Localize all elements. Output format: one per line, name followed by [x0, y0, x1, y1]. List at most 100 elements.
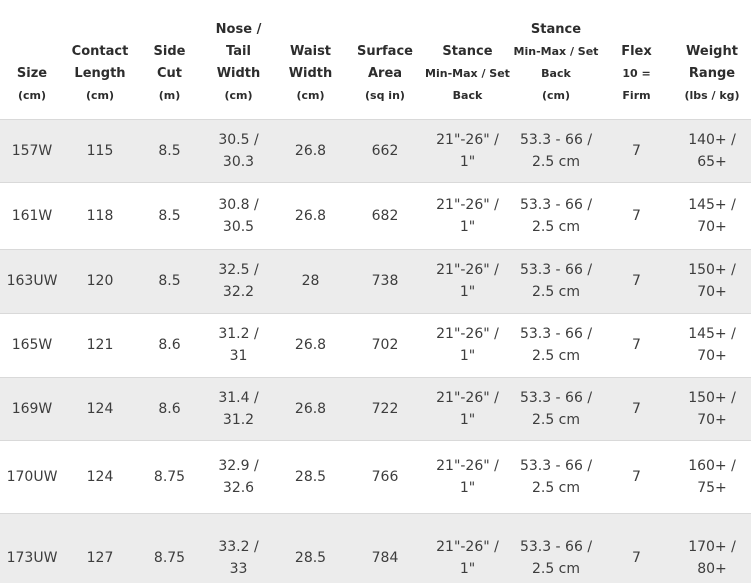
header-row: Size (cm) Contact Length (cm) Side Cut (m) Nose …	[0, 0, 751, 119]
cell-waist-width: 28.5	[294, 550, 327, 567]
cell-size: 165W	[11, 337, 53, 353]
cell-nose-tail-width: 30.5 / 30.3	[218, 131, 259, 170]
cell-nose-tail-width: 32.9 / 32.6	[218, 457, 259, 496]
table-row-169w: 169W 124 8.6 31.4 / 31.2 26.8 722 21"-26" / 1"…	[0, 377, 751, 440]
column-header-nose-tail-width: Nose / Tail Width (cm)	[203, 0, 274, 119]
column-header-size: Size (cm)	[0, 0, 64, 119]
header-line: Flex	[621, 43, 652, 59]
cell-flex: 7	[632, 400, 641, 417]
header-line: Stance	[442, 43, 493, 59]
cell-nose-tail-width: 32.5 / 32.2	[218, 262, 259, 300]
header-line: Side	[153, 43, 186, 59]
header-line: Cut	[156, 65, 182, 81]
header-line: (sq in)	[365, 88, 405, 102]
cell-contact-length: 121	[86, 337, 114, 353]
table-row-163uw: 163UW 120 8.5 32.5 / 32.2 28 738 21"-26" / 1" 5…	[0, 249, 751, 313]
header-line: Firm	[622, 88, 651, 102]
header-line: Width	[216, 65, 261, 81]
table-row-161w: 161W 118 8.5 30.8 / 30.5 26.8 682 21"-26" / 1"…	[0, 182, 751, 249]
cell-stance-in: 21"-26" / 1"	[436, 131, 499, 170]
header-line: Surface	[357, 43, 413, 59]
cell-stance-cm: 53.3 - 66 / 2.5 cm	[519, 326, 593, 364]
header-line: 10 =	[622, 66, 651, 80]
table-row-173uw: 173UW 127 8.75 33.2 / 33 28.5 784 21"-26" / 1"…	[0, 513, 751, 583]
cell-stance-in: 21"-26" / 1"	[436, 196, 499, 235]
cell-stance-in: 21"-26" / 1"	[436, 389, 499, 428]
cell-flex: 7	[632, 142, 641, 159]
cell-weight-range: 150+ / 70+	[688, 262, 736, 300]
cell-size: 169W	[11, 400, 53, 417]
cell-flex: 7	[632, 468, 641, 485]
cell-side-cut: 8.6	[158, 400, 181, 417]
cell-size: 173UW	[6, 550, 58, 567]
header-line: Stance	[530, 21, 582, 37]
cell-stance-cm: 53.3 - 66 / 2.5 cm	[519, 539, 593, 578]
column-header-stance-in: Stance Min-Max / Set Back	[423, 0, 512, 119]
cell-contact-length: 124	[86, 400, 114, 417]
column-header-side-cut: Side Cut (m)	[136, 0, 203, 119]
header-line: Waist	[289, 43, 332, 59]
column-header-waist-width: Waist Width (cm)	[274, 0, 347, 119]
cell-weight-range: 140+ / 65+	[688, 131, 736, 170]
header-line: (cm)	[17, 88, 47, 102]
cell-contact-length: 120	[86, 273, 114, 289]
header-line: (m)	[158, 88, 181, 102]
header-line: (cm)	[85, 88, 115, 102]
column-header-weight-range: Weight Range (lbs / kg)	[673, 0, 751, 119]
header-line: Range	[688, 65, 736, 81]
header-line: Nose /	[215, 21, 262, 37]
table-row-170uw: 170UW 124 8.75 32.9 / 32.6 28.5 766 21"-26" / …	[0, 440, 751, 513]
cell-weight-range: 160+ / 75+	[688, 457, 736, 496]
cell-contact-length: 115	[86, 142, 114, 159]
cell-flex: 7	[632, 337, 641, 353]
header-line: Width	[288, 65, 333, 81]
header-line: Length	[74, 65, 126, 81]
header-line: Back	[541, 66, 571, 80]
cell-side-cut: 8.6	[158, 337, 181, 353]
header-line: Area	[367, 65, 403, 81]
cell-side-cut: 8.5	[158, 207, 181, 224]
cell-stance-cm: 53.3 - 66 / 2.5 cm	[519, 131, 593, 170]
header-line: (cm)	[541, 88, 571, 102]
table-row-165w: 165W 121 8.6 31.2 / 31 26.8 702 21"-26" / 1" 53…	[0, 313, 751, 377]
cell-size: 163UW	[6, 273, 58, 289]
cell-stance-cm: 53.3 - 66 / 2.5 cm	[519, 389, 593, 428]
header-line: (cm)	[224, 88, 253, 102]
cell-surface-area: 702	[371, 337, 399, 353]
cell-surface-area: 784	[371, 550, 399, 567]
cell-waist-width: 26.8	[294, 400, 327, 417]
cell-weight-range: 145+ / 70+	[688, 196, 736, 235]
cell-stance-in: 21"-26" / 1"	[436, 539, 499, 578]
cell-side-cut: 8.5	[158, 273, 181, 289]
cell-waist-width: 26.8	[294, 142, 327, 159]
cell-stance-in: 21"-26" / 1"	[436, 326, 499, 364]
cell-weight-range: 170+ / 80+	[688, 539, 736, 578]
cell-flex: 7	[632, 207, 641, 224]
cell-surface-area: 682	[371, 207, 399, 224]
column-header-contact-length: Contact Length (cm)	[64, 0, 136, 119]
header-line: Tail	[226, 43, 251, 59]
cell-weight-range: 145+ / 70+	[688, 326, 736, 364]
cell-flex: 7	[632, 550, 641, 567]
cell-waist-width: 28.5	[294, 468, 327, 485]
cell-size: 157W	[11, 142, 53, 159]
cell-waist-width: 26.8	[294, 337, 327, 353]
cell-contact-length: 118	[86, 207, 114, 224]
header-line: Size	[16, 65, 48, 81]
cell-weight-range: 150+ / 70+	[688, 389, 736, 428]
cell-stance-in: 21"-26" / 1"	[436, 262, 499, 300]
cell-surface-area: 738	[371, 273, 399, 289]
cell-nose-tail-width: 30.8 / 30.5	[218, 196, 259, 235]
cell-size: 161W	[11, 207, 53, 224]
cell-contact-length: 127	[86, 550, 114, 567]
cell-size: 170UW	[6, 468, 58, 485]
cell-side-cut: 8.75	[153, 468, 186, 485]
cell-surface-area: 766	[371, 468, 399, 485]
cell-stance-cm: 53.3 - 66 / 2.5 cm	[519, 262, 593, 300]
cell-waist-width: 28	[301, 273, 320, 289]
column-header-surface-area: Surface Area (sq in)	[347, 0, 423, 119]
header-line: (cm)	[296, 88, 325, 102]
column-header-flex: Flex 10 = Firm	[600, 0, 673, 119]
header-line: (lbs / kg)	[684, 88, 740, 102]
